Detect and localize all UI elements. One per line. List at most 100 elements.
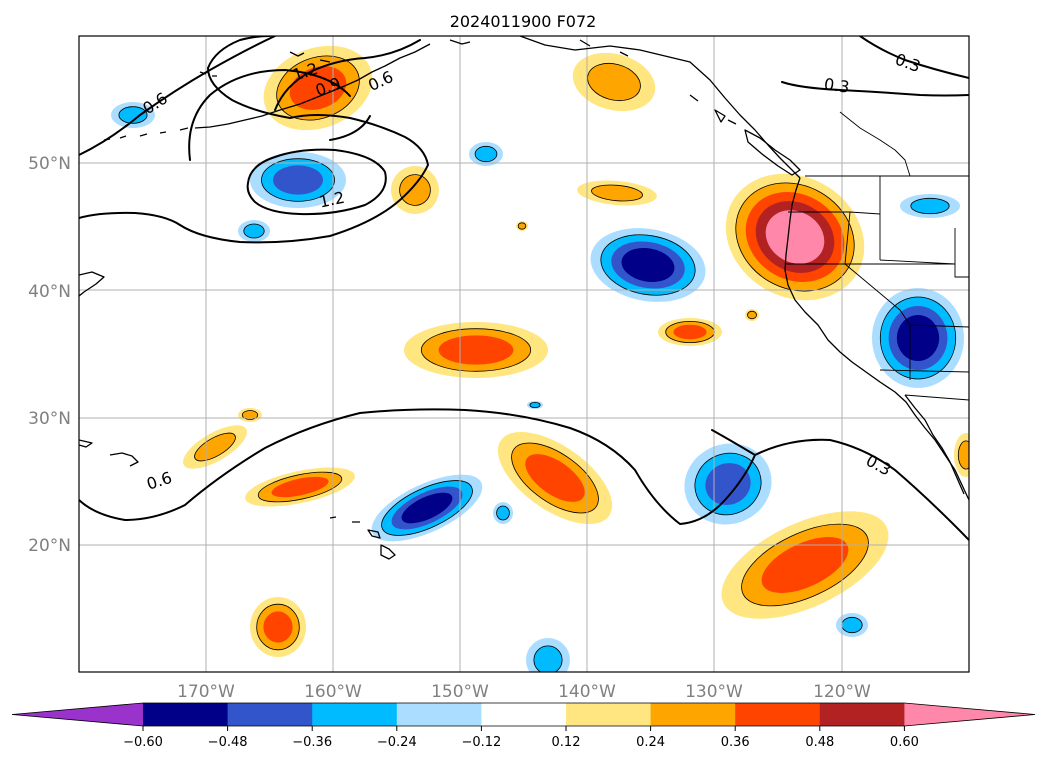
anomaly-blob bbox=[954, 433, 969, 477]
canada-province-border bbox=[839, 111, 911, 177]
hawaii-islands bbox=[329, 516, 396, 560]
anomaly-blob bbox=[404, 322, 548, 378]
colorbar-tick-label: 0.60 bbox=[890, 735, 919, 750]
anomaly-level bbox=[271, 476, 329, 498]
colorbar-extend-max bbox=[904, 703, 1035, 726]
map-frame bbox=[78, 35, 970, 673]
bc-islands bbox=[689, 94, 737, 125]
contour-0.3-south bbox=[79, 408, 969, 541]
alaska-coast bbox=[519, 36, 801, 179]
west-landmass-2 bbox=[79, 439, 93, 448]
colorbar-tick-label: 0.48 bbox=[805, 735, 834, 750]
anomaly-blob bbox=[745, 309, 759, 321]
anomaly-blob bbox=[658, 318, 722, 346]
colorbar-segment bbox=[143, 703, 229, 726]
alaska-islands bbox=[289, 39, 629, 63]
colorbar-tick-label: −0.36 bbox=[292, 735, 332, 750]
anomaly-level bbox=[289, 66, 347, 110]
anomaly-level bbox=[896, 315, 940, 361]
anomaly-level bbox=[765, 210, 825, 264]
baja-coast bbox=[904, 394, 965, 495]
colorbar bbox=[11, 702, 1036, 727]
lon-label-130w: 130°W bbox=[685, 682, 743, 702]
colorbar-tick-label: −0.48 bbox=[208, 735, 248, 750]
contour-1.2-top bbox=[274, 39, 421, 111]
map-panel: 0.6 1.2 0.9 0.6 1.2 0.6 0.3 0.3 0.3 bbox=[78, 35, 970, 673]
lon-axis: 170°W 160°W 150°W 140°W 130°W 120°W bbox=[177, 682, 871, 702]
state-borders bbox=[786, 176, 969, 401]
colorbar-tick-label: −0.12 bbox=[461, 735, 501, 750]
contour-label: 1.2 bbox=[317, 188, 346, 212]
aleutian-chain bbox=[194, 43, 431, 129]
anomaly-level bbox=[496, 505, 510, 521]
anomaly-level bbox=[438, 335, 514, 365]
anomaly-level bbox=[747, 310, 757, 320]
anomaly-level bbox=[525, 454, 585, 502]
lat-label-40n: 40°N bbox=[28, 282, 71, 302]
anomaly-blob bbox=[527, 401, 543, 409]
anomaly-level bbox=[673, 324, 707, 340]
colorbar-tick-label: −0.60 bbox=[123, 735, 163, 750]
anomaly-level bbox=[529, 401, 541, 408]
anomaly-level bbox=[910, 197, 950, 215]
map-title: 2024011900 F072 bbox=[450, 12, 597, 31]
anomaly-blob bbox=[183, 425, 247, 469]
anomaly-blob bbox=[493, 502, 513, 524]
anomaly-level bbox=[241, 410, 259, 420]
anomaly-level bbox=[517, 222, 527, 230]
lat-label-50n: 50°N bbox=[28, 154, 71, 174]
anomaly-level bbox=[194, 432, 236, 462]
anomaly-level bbox=[621, 248, 675, 282]
anomaly-level bbox=[587, 62, 641, 102]
island-170w bbox=[109, 452, 139, 467]
lon-label-170w: 170°W bbox=[177, 682, 235, 702]
anomaly-level bbox=[761, 537, 849, 593]
lat-axis: 50°N 40°N 30°N 20°N bbox=[28, 154, 71, 556]
anomaly-blob bbox=[577, 180, 657, 206]
vancouver-island bbox=[744, 129, 801, 176]
anomaly-level bbox=[841, 616, 863, 634]
anomaly-level bbox=[263, 611, 293, 643]
colorbar-tick-label: 0.24 bbox=[636, 735, 665, 750]
anomaly-blob bbox=[526, 638, 570, 672]
colorbar-extend-min bbox=[12, 703, 143, 726]
anomaly-level bbox=[243, 223, 265, 239]
anomaly-blob bbox=[900, 194, 960, 218]
anomaly-blob bbox=[836, 613, 868, 637]
anomaly-blob bbox=[469, 142, 503, 166]
contour-outer-low bbox=[79, 36, 429, 244]
contour-ring bbox=[188, 69, 371, 161]
colorbar-segment bbox=[481, 703, 567, 726]
anomaly-level bbox=[118, 106, 148, 124]
lon-label-140w: 140°W bbox=[558, 682, 616, 702]
lon-label-150w: 150°W bbox=[431, 682, 489, 702]
anomaly-blob bbox=[371, 474, 483, 542]
anomaly-level bbox=[474, 145, 498, 163]
contour-label: 0.3 bbox=[823, 74, 851, 96]
contour-top-right bbox=[859, 36, 969, 79]
colorbar-segment bbox=[650, 703, 736, 726]
anomaly-level bbox=[957, 440, 969, 470]
colorbar-segment bbox=[735, 703, 821, 726]
colorbar-segment bbox=[566, 703, 652, 726]
anomaly-level bbox=[273, 165, 323, 195]
anomaly-level bbox=[705, 462, 751, 506]
colorbar-tick-label: −0.24 bbox=[377, 735, 417, 750]
anomaly-blob bbox=[572, 52, 656, 112]
anomaly-blob bbox=[391, 166, 439, 214]
contour-0.3-right bbox=[781, 81, 969, 97]
colorbar-segment bbox=[227, 703, 313, 726]
anomaly-blob bbox=[590, 228, 706, 302]
colorbar-segment bbox=[312, 703, 398, 726]
contour-label-group: 0.6 1.2 0.9 0.6 1.2 0.6 0.3 0.3 0.3 bbox=[139, 50, 923, 494]
anomaly-level bbox=[401, 492, 453, 524]
anomaly-blob bbox=[245, 467, 355, 507]
anomaly-blob bbox=[250, 597, 306, 657]
anomaly-blob bbox=[238, 220, 270, 242]
anomaly-blob bbox=[516, 221, 528, 231]
lon-label-160w: 160°W bbox=[304, 682, 362, 702]
anomaly-blob bbox=[111, 102, 155, 128]
anomaly-level bbox=[533, 645, 563, 672]
anomaly-blob bbox=[872, 288, 964, 388]
